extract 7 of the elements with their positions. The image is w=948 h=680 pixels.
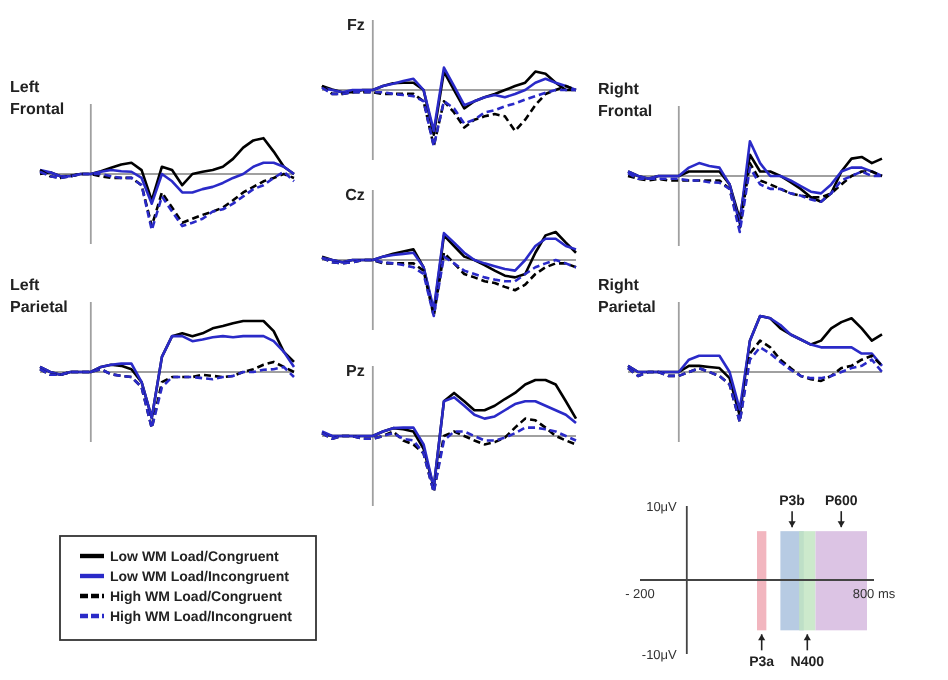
chart-title: Right Parietal — [598, 276, 656, 316]
chart-title: Pz — [346, 362, 365, 380]
chart-title: Left Parietal — [10, 276, 68, 316]
chart-title: Cz — [345, 186, 365, 204]
chart-title: Fz — [347, 16, 365, 34]
chart-title: Left Frontal — [10, 78, 65, 118]
chart-title: Right Frontal — [598, 80, 653, 120]
